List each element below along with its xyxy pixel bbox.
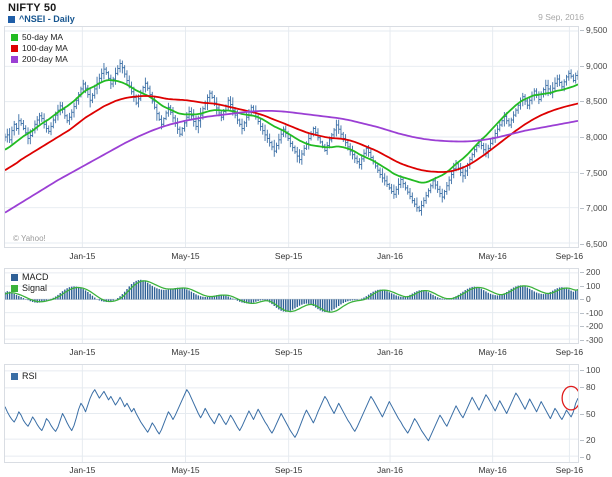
price-y-axis: 9,500 9,000 8,500 8,000 7,500 7,000 6,500 — [580, 25, 612, 249]
price-plot-area — [5, 27, 578, 247]
rsi-x-tick-label: Jan-15 — [69, 465, 96, 475]
price-y-tick-mark — [580, 101, 584, 103]
macd-x-tick-label: May-16 — [478, 347, 507, 357]
price-y-tick-mark — [580, 208, 584, 210]
rsi-x-tick-label: May-15 — [171, 465, 200, 475]
macd-x-tick-label: Sep-15 — [274, 347, 303, 357]
macd-y-tick-label: -300 — [586, 335, 604, 345]
price-y-tick-label: 6,500 — [586, 239, 608, 249]
rsi-x-tick-label: Sep-15 — [274, 465, 303, 475]
rsi-y-tick-mark — [580, 439, 584, 441]
macd-chart-panel[interactable]: MACD Signal — [4, 268, 579, 344]
macd-y-tick-label: 200 — [586, 267, 601, 277]
symbol-swatch-icon — [8, 15, 15, 23]
macd-y-tick-label: -100 — [586, 307, 604, 318]
price-x-tick-label: Jan-15 — [69, 251, 96, 261]
rsi-y-tick-label: 100 — [586, 365, 601, 375]
price-y-tick-label: 9,000 — [586, 60, 608, 71]
rsi-y-tick-label: 80 — [586, 382, 596, 393]
rsi-x-tick-label: Sep-16 — [555, 465, 584, 475]
macd-y-tick-mark — [580, 340, 584, 341]
macd-svg — [5, 269, 578, 343]
rsi-annotation-ellipse — [561, 385, 578, 411]
as-of-date: 9 Sep, 2016 — [538, 12, 584, 22]
price-y-tick-mark — [580, 172, 584, 174]
price-x-tick-label: Sep-15 — [274, 251, 303, 261]
rsi-x-tick-label: Jan-16 — [377, 465, 404, 475]
price-y-tick-label: 8,000 — [586, 132, 608, 142]
rsi-y-tick-mark — [580, 387, 584, 389]
symbol-label: ^NSEI - Daily — [19, 14, 75, 24]
macd-plot-area — [5, 269, 578, 343]
macd-y-tick-mark — [580, 272, 584, 273]
price-y-tick-label: 7,000 — [586, 203, 608, 214]
price-y-tick-mark — [580, 137, 584, 138]
macd-y-axis: 200 100 0 -100 -200 -300 — [580, 267, 612, 345]
rsi-y-axis: 100 80 50 20 0 — [580, 364, 612, 463]
macd-y-tick-mark — [580, 312, 584, 314]
rsi-y-tick-mark — [580, 370, 584, 371]
symbol-row: ^NSEI - Daily — [8, 14, 75, 24]
macd-y-tick-label: 0 — [586, 294, 591, 305]
price-x-tick-label: May-16 — [478, 251, 507, 261]
macd-x-axis: Jan-15 May-15 Sep-15 Jan-16 May-16 Sep-16 — [0, 345, 612, 359]
rsi-y-tick-label: 20 — [586, 434, 596, 445]
price-x-tick-label: Sep-16 — [555, 251, 584, 261]
rsi-y-tick-label: 50 — [586, 408, 596, 419]
macd-y-tick-mark — [580, 299, 584, 301]
price-svg — [5, 27, 578, 247]
price-y-tick-mark — [580, 65, 584, 67]
rsi-x-tick-label: May-16 — [478, 465, 507, 475]
price-x-axis: Jan-15 May-15 Sep-15 Jan-16 May-16 Sep-16 — [0, 249, 612, 263]
macd-x-tick-label: Sep-16 — [555, 347, 584, 357]
rsi-svg — [5, 365, 578, 462]
rsi-chart-panel[interactable]: RSI — [4, 364, 579, 463]
macd-y-tick-mark — [580, 326, 584, 328]
macd-x-tick-label: May-15 — [171, 347, 200, 357]
price-y-tick-label: 9,500 — [586, 25, 608, 35]
price-y-tick-label: 7,500 — [586, 167, 608, 178]
price-x-tick-label: Jan-16 — [377, 251, 404, 261]
rsi-x-axis: Jan-15 May-15 Sep-15 Jan-16 May-16 Sep-16 — [0, 463, 612, 477]
rsi-y-tick-mark — [580, 457, 584, 458]
rsi-y-tick-mark — [580, 413, 584, 415]
macd-y-tick-mark — [580, 285, 584, 287]
price-chart-panel[interactable]: 50-day MA 100-day MA 200-day MA © Yahoo! — [4, 26, 579, 248]
price-y-tick-label: 8,500 — [586, 96, 608, 107]
macd-y-tick-label: 100 — [586, 280, 601, 291]
macd-x-tick-label: Jan-16 — [377, 347, 404, 357]
price-y-tick-mark — [580, 244, 584, 245]
macd-y-tick-label: -200 — [586, 321, 604, 332]
rsi-plot-area — [5, 365, 578, 462]
watermark: © Yahoo! — [13, 234, 46, 243]
page-title: NIFTY 50 — [8, 2, 57, 14]
macd-x-tick-label: Jan-15 — [69, 347, 96, 357]
price-y-tick-mark — [580, 30, 584, 31]
rsi-y-tick-label: 0 — [586, 452, 591, 462]
price-x-tick-label: May-15 — [171, 251, 200, 261]
